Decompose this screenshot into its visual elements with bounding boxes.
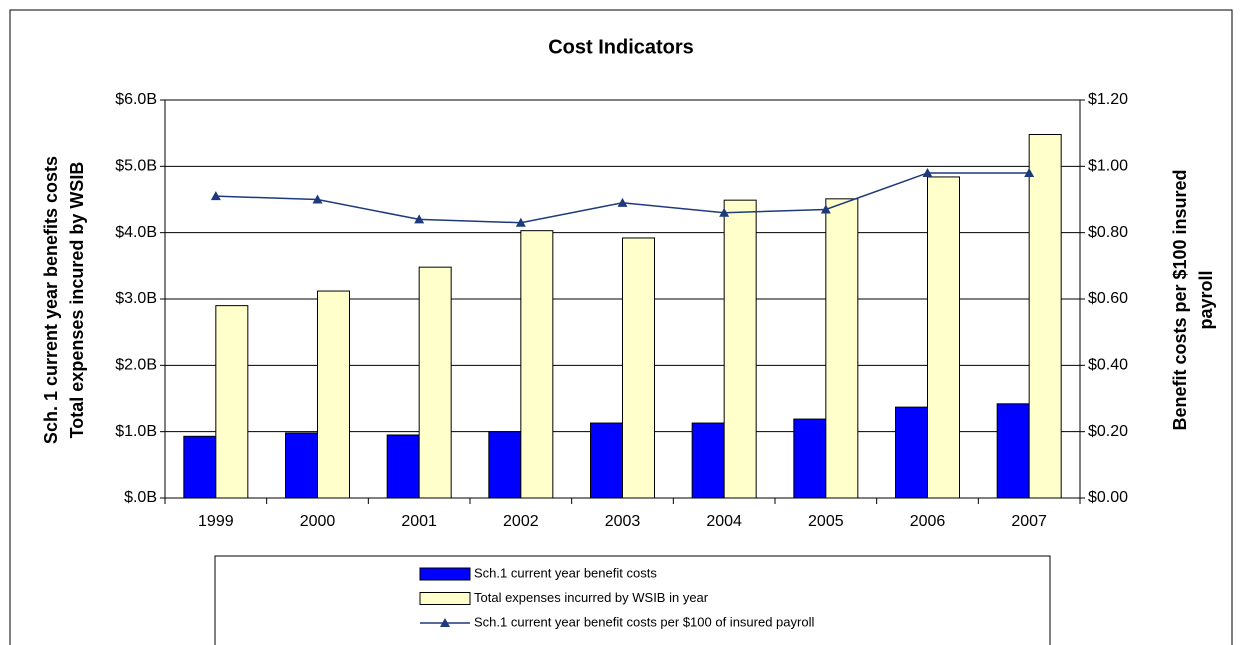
chart-frame [9, 9, 1233, 645]
line-marker [515, 217, 526, 227]
bar [215, 305, 249, 499]
line-marker [922, 167, 933, 177]
bar [927, 176, 960, 499]
legend-swatch [419, 567, 471, 581]
x-tick-label: 2006 [910, 513, 946, 530]
y2-tick-label: $0.80 [1088, 224, 1128, 241]
y-tick-label: $6.0B [115, 91, 157, 108]
bar [723, 199, 757, 499]
bar [793, 418, 827, 499]
bar [183, 435, 217, 499]
x-tick-label: 2003 [605, 513, 641, 530]
bar [622, 237, 655, 499]
y-tick-label: $1.0B [115, 423, 157, 440]
y-tick-label: $5.0B [115, 158, 157, 175]
x-tick-label: 2001 [401, 513, 437, 530]
y2-tick-label: $0.60 [1088, 290, 1128, 307]
legend-label: Total expenses incurred by WSIB in year [474, 590, 709, 605]
x-tick-label: 2004 [706, 513, 742, 530]
bar [418, 266, 452, 499]
bar [488, 431, 522, 499]
bar [825, 198, 859, 499]
y2-axis-title: payroll [1196, 270, 1216, 329]
bar [520, 230, 554, 499]
y2-tick-label: $1.20 [1088, 91, 1128, 108]
y2-tick-label: $0.40 [1088, 357, 1128, 374]
legend-label: Sch.1 current year benefit costs [474, 565, 657, 580]
bar [895, 406, 928, 499]
legend-swatch [419, 592, 471, 605]
line-marker [210, 191, 221, 201]
y2-tick-label: $0.00 [1088, 489, 1128, 506]
line-marker [312, 194, 323, 204]
legend-marker [440, 618, 450, 627]
x-tick-label: 2005 [808, 513, 844, 530]
bar [996, 403, 1030, 499]
bar [317, 290, 350, 499]
legend-box [214, 555, 1051, 645]
x-tick-label: 2007 [1011, 513, 1047, 530]
bar [691, 422, 725, 499]
legend-label: Sch.1 current year benefit costs per $10… [474, 614, 814, 629]
line-marker [617, 197, 628, 207]
bar [386, 434, 420, 499]
y-axis-title: Sch. 1 current year benefits costs [41, 156, 61, 444]
line-marker [719, 207, 730, 217]
line-marker [820, 204, 831, 214]
y2-tick-label: $1.00 [1088, 158, 1128, 175]
line-marker [1024, 167, 1035, 177]
x-tick-label: 1999 [198, 513, 234, 530]
y2-tick-label: $0.20 [1088, 423, 1128, 440]
chart-title: Cost Indicators [548, 36, 694, 58]
y2-axis-title: Benefit costs per $100 insured [1170, 169, 1190, 430]
bar [590, 422, 623, 499]
bar [1028, 133, 1062, 499]
y-tick-label: $.0B [124, 489, 157, 506]
y-tick-label: $4.0B [115, 224, 157, 241]
line-marker [414, 214, 425, 224]
y-axis-title: Total expenses incured by WSIB [67, 162, 87, 439]
x-tick-label: 2002 [503, 513, 539, 530]
y-tick-label: $2.0B [115, 357, 157, 374]
y-tick-label: $3.0B [115, 290, 157, 307]
x-tick-label: 2000 [300, 513, 336, 530]
bar [285, 432, 318, 499]
